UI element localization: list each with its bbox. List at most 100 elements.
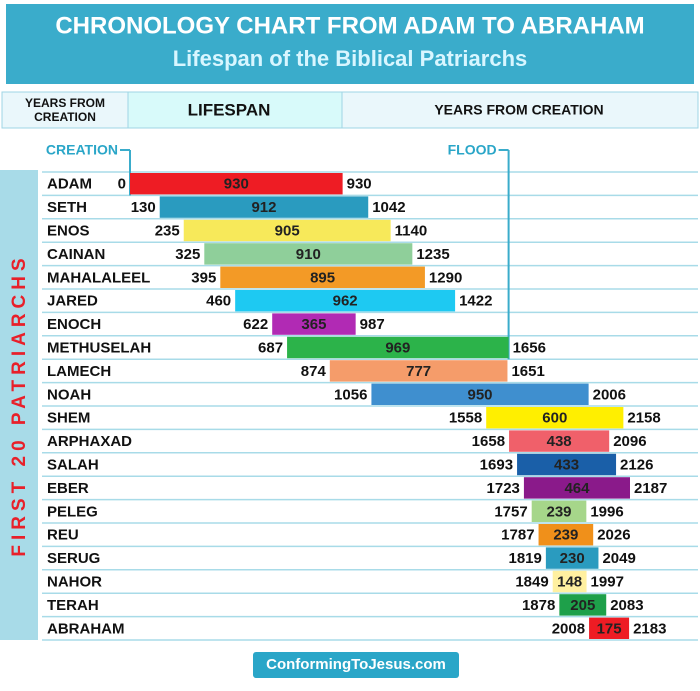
header-cell: [127, 91, 343, 129]
end-label: 1656: [513, 339, 546, 356]
bar: [272, 313, 356, 335]
lifespan-label: 600: [542, 410, 567, 427]
bar: [159, 196, 369, 218]
end-label: 1997: [591, 573, 624, 590]
header-text: YEARS FROM CREATION: [434, 102, 603, 118]
end-label: 2126: [620, 456, 653, 473]
row-label: SERUG: [47, 550, 100, 567]
header-text: YEARS FROM CREATION: [24, 96, 105, 124]
bar: [220, 266, 425, 288]
start-label: 1693: [480, 456, 513, 473]
start-label: 2008: [552, 620, 585, 637]
start-label: 460: [206, 293, 231, 310]
row-label: NOAH: [47, 386, 91, 403]
header-text: LIFESPAN: [188, 100, 271, 119]
bar: [235, 290, 456, 312]
header-cell: [1, 91, 129, 129]
chart-subtitle: Lifespan of the Biblical Patriarchs: [173, 46, 528, 71]
bar: [371, 383, 589, 405]
start-label: 1056: [334, 386, 367, 403]
lifespan-label: 930: [224, 176, 249, 193]
row-label: MAHALALEEL: [47, 269, 150, 286]
start-label: 1658: [472, 433, 505, 450]
row-label: METHUSELAH: [47, 339, 151, 356]
start-label: 1558: [449, 410, 482, 427]
start-label: 1757: [494, 503, 527, 520]
row-label: ENOS: [47, 222, 90, 239]
lifespan-label: 239: [546, 503, 571, 520]
start-label: 622: [243, 316, 268, 333]
header-wrap: YEARS FROM CREATION: [24, 96, 105, 124]
row-label: TERAH: [47, 597, 99, 614]
end-label: 2049: [602, 550, 635, 567]
lifespan-label: 175: [597, 620, 622, 637]
footer: ConformingToJesus.com: [266, 656, 446, 673]
end-label: 1290: [429, 269, 462, 286]
bar: [589, 617, 630, 639]
row-label: SETH: [47, 199, 87, 216]
end-label: 2006: [593, 386, 626, 403]
end-label: 1235: [416, 246, 449, 263]
end-label: 1042: [372, 199, 405, 216]
start-label: 235: [155, 222, 180, 239]
chart-title: CHRONOLOGY CHART FROM ADAM TO ABRAHAM: [55, 12, 644, 39]
row-label: ABRAHAM: [47, 620, 125, 637]
start-label: 1819: [508, 550, 541, 567]
bar: [538, 524, 594, 546]
lifespan-label: 205: [570, 597, 595, 614]
lifespan-label: 365: [301, 316, 326, 333]
lifespan-label: 962: [333, 293, 358, 310]
start-label: 1723: [487, 480, 520, 497]
bar: [545, 547, 599, 569]
lifespan-label: 912: [251, 199, 276, 216]
marker-label: FLOOD: [448, 142, 497, 158]
row-label: JARED: [47, 293, 98, 310]
start-label: 687: [258, 339, 283, 356]
end-label: 2183: [633, 620, 666, 637]
lifespan-label: 895: [310, 269, 335, 286]
bar: [517, 453, 617, 476]
lifespan-label: 464: [564, 480, 590, 497]
row-label: ADAM: [47, 176, 92, 193]
lifespan-label: 230: [560, 550, 585, 567]
lifespan-label: 905: [275, 222, 300, 239]
lifespan-label: 433: [554, 456, 579, 473]
start-label: 395: [191, 269, 216, 286]
lifespan-label: 239: [553, 527, 578, 544]
header-cell: [341, 91, 699, 129]
title-box: [6, 4, 694, 84]
end-label: 2187: [634, 480, 667, 497]
row-label: SALAH: [47, 456, 99, 473]
end-label: 987: [360, 316, 385, 333]
lifespan-label: 777: [406, 363, 431, 380]
start-label: 1878: [522, 597, 555, 614]
lifespan-label: 438: [547, 433, 572, 450]
lifespan-label: 910: [296, 246, 321, 263]
bar: [329, 360, 508, 382]
row-label: REU: [47, 527, 79, 544]
end-label: 1651: [511, 363, 544, 380]
bar: [183, 219, 391, 242]
bar: [559, 594, 607, 616]
start-label: 874: [301, 363, 327, 380]
bar: [531, 500, 587, 522]
bar: [486, 407, 624, 429]
start-label: 1787: [501, 527, 534, 544]
end-label: 2026: [597, 527, 630, 544]
side-label: FIRST 20 PATRIARCHS: [9, 253, 30, 556]
bar: [287, 336, 509, 359]
end-label: 2083: [610, 597, 643, 614]
end-label: 1422: [459, 293, 492, 310]
bar: [204, 243, 413, 265]
side-band: [0, 170, 38, 640]
start-label: 325: [175, 246, 200, 263]
lifespan-label: 148: [557, 573, 582, 590]
end-label: 930: [347, 176, 372, 193]
end-label: 2158: [627, 410, 660, 427]
end-label: 1996: [590, 503, 623, 520]
row-label: SHEM: [47, 410, 90, 427]
row-label: CAINAN: [47, 246, 105, 263]
lifespan-label: 969: [385, 339, 410, 356]
row-label: ARPHAXAD: [47, 433, 132, 450]
